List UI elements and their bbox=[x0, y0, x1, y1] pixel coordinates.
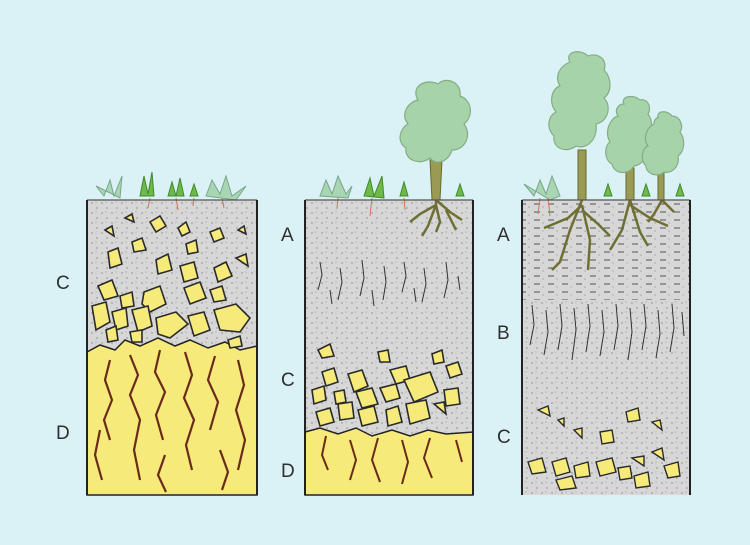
profile-3-rock-fragments bbox=[527, 405, 681, 491]
profile-2-bedrock-d bbox=[304, 427, 474, 496]
profile-2-tree bbox=[319, 79, 471, 237]
profile-3-soil-b bbox=[522, 300, 690, 380]
profile-3-label-c: C bbox=[497, 427, 511, 448]
profile-3-label-b: B bbox=[497, 323, 510, 344]
profile-2 bbox=[304, 79, 474, 496]
tree-crown bbox=[399, 79, 471, 163]
profile-2-fractures bbox=[320, 435, 463, 485]
profile-2-label-d: D bbox=[281, 461, 295, 482]
profile-1-fractures bbox=[93, 349, 247, 493]
tree-roots bbox=[543, 199, 675, 271]
tree-crown bbox=[605, 95, 653, 174]
profile-3-soil-a bbox=[522, 200, 690, 300]
profile-1-bedrock-d bbox=[86, 337, 258, 496]
profile-3-b-traces bbox=[529, 303, 685, 361]
profile-3 bbox=[521, 51, 691, 495]
profile-3-label-a: A bbox=[497, 225, 510, 246]
profile-2-label-a: A bbox=[281, 225, 294, 246]
profile-1 bbox=[86, 171, 258, 496]
profile-2-label-c: C bbox=[281, 370, 295, 391]
tree-crown bbox=[548, 51, 611, 151]
profile-1-label-d: D bbox=[56, 423, 70, 444]
profile-1-label-c: C bbox=[56, 273, 70, 294]
profile-2-rock-fragments bbox=[311, 342, 464, 428]
profile-1-rock-fragments bbox=[91, 212, 252, 349]
profile-2-root-traces bbox=[317, 259, 461, 307]
profile-3-trees bbox=[523, 51, 685, 271]
profile-1-grass bbox=[95, 171, 247, 211]
tree-crown bbox=[641, 111, 685, 176]
